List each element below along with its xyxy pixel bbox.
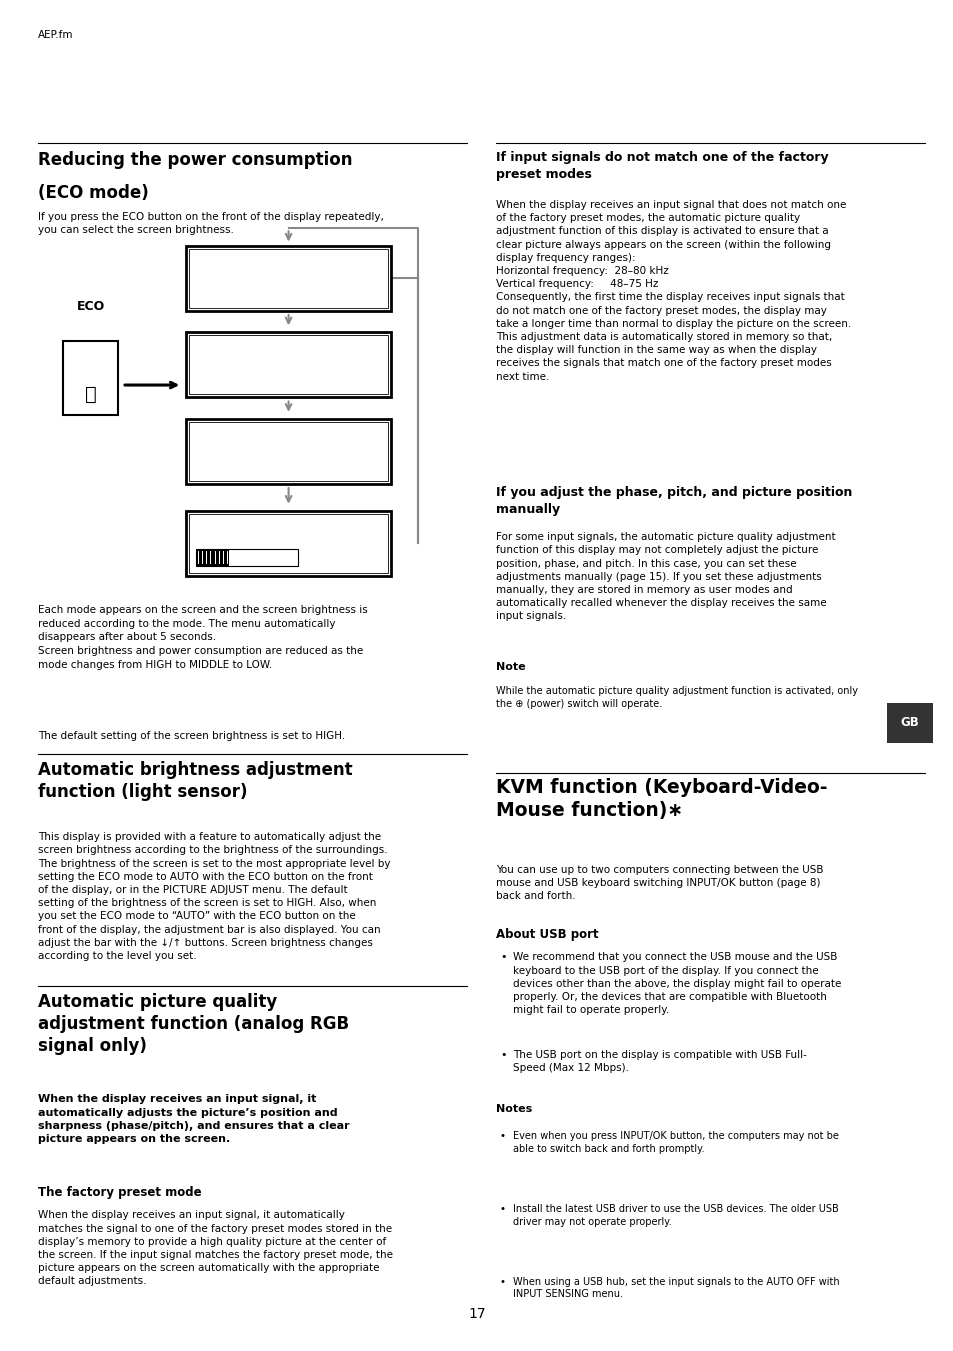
Text: While the automatic picture quality adjustment function is activated, only
the ⊕: While the automatic picture quality adju…	[496, 686, 857, 709]
Text: •: •	[499, 1204, 505, 1213]
Bar	[186, 419, 391, 484]
Text: If input signals do not match one of the factory
preset modes: If input signals do not match one of the…	[496, 151, 828, 181]
Text: For some input signals, the automatic picture quality adjustment
function of thi: For some input signals, the automatic pi…	[496, 532, 835, 621]
Text: •: •	[499, 1277, 505, 1286]
Text: •: •	[499, 1050, 506, 1059]
Text: The default setting of the screen brightness is set to HIGH.: The default setting of the screen bright…	[38, 731, 345, 740]
Text: ECO : HIGH: ECO : HIGH	[197, 273, 260, 284]
Text: 5 0: 5 0	[307, 553, 324, 562]
Text: •: •	[499, 952, 506, 962]
Text: This display is provided with a feature to automatically adjust the
screen brigh: This display is provided with a feature …	[38, 832, 390, 961]
Text: About USB port: About USB port	[496, 928, 598, 942]
Text: ECO : AUTO: ECO : AUTO	[197, 527, 263, 536]
Bar	[189, 249, 388, 308]
Text: •: •	[499, 1131, 505, 1140]
Text: 17: 17	[468, 1308, 485, 1321]
Text: Note: Note	[496, 662, 525, 671]
Text: 👆: 👆	[85, 385, 96, 404]
Text: Automatic brightness adjustment
function (light sensor): Automatic brightness adjustment function…	[38, 761, 353, 801]
Text: KVM function (Keyboard-Video-
Mouse function)∗: KVM function (Keyboard-Video- Mouse func…	[496, 778, 826, 820]
Text: When the display receives an input signal that does not match one
of the factory: When the display receives an input signa…	[496, 200, 850, 381]
Text: Automatic picture quality
adjustment function (analog RGB
signal only): Automatic picture quality adjustment fun…	[38, 993, 349, 1055]
Text: You can use up to two computers connecting between the USB
mouse and USB keyboar: You can use up to two computers connecti…	[496, 865, 822, 901]
Text: The USB port on the display is compatible with USB Full-
Speed (Max 12 Mbps).: The USB port on the display is compatibl…	[513, 1050, 806, 1073]
Text: Install the latest USB driver to use the USB devices. The older USB
driver may n: Install the latest USB driver to use the…	[513, 1204, 838, 1227]
Text: ECO: ECO	[76, 300, 105, 313]
Text: When using a USB hub, set the input signals to the AUTO OFF with
INPUT SENSING m: When using a USB hub, set the input sign…	[513, 1277, 839, 1300]
Text: If you adjust the phase, pitch, and picture position
manually: If you adjust the phase, pitch, and pict…	[496, 486, 852, 516]
Text: Each mode appears on the screen and the screen brightness is
reduced according t: Each mode appears on the screen and the …	[38, 605, 368, 670]
Bar	[186, 511, 391, 576]
Bar	[189, 513, 388, 573]
Text: GB: GB	[900, 716, 919, 730]
Bar	[63, 340, 118, 416]
Text: (ECO mode): (ECO mode)	[38, 184, 149, 201]
Text: We recommend that you connect the USB mouse and the USB
keyboard to the USB port: We recommend that you connect the USB mo…	[513, 952, 841, 1015]
Text: When the display receives an input signal, it
automatically adjusts the picture’: When the display receives an input signa…	[38, 1094, 350, 1144]
Text: Even when you press INPUT/OK button, the computers may not be
able to switch bac: Even when you press INPUT/OK button, the…	[513, 1131, 839, 1154]
Text: ECO : MIDDLE: ECO : MIDDLE	[197, 359, 274, 370]
Bar	[886, 703, 932, 743]
Bar	[195, 549, 297, 566]
Bar	[186, 246, 391, 311]
Bar	[195, 549, 229, 566]
Text: Reducing the power consumption: Reducing the power consumption	[38, 151, 353, 169]
Text: The factory preset mode: The factory preset mode	[38, 1186, 202, 1200]
Text: Notes: Notes	[496, 1104, 532, 1113]
Text: AEP.fm: AEP.fm	[38, 30, 73, 39]
Text: When the display receives an input signal, it automatically
matches the signal t: When the display receives an input signa…	[38, 1210, 393, 1286]
Bar	[189, 335, 388, 394]
Bar	[186, 332, 391, 397]
Text: ECO : LOW: ECO : LOW	[197, 446, 257, 457]
Bar	[189, 422, 388, 481]
Text: If you press the ECO button on the front of the display repeatedly,
you can sele: If you press the ECO button on the front…	[38, 212, 384, 235]
